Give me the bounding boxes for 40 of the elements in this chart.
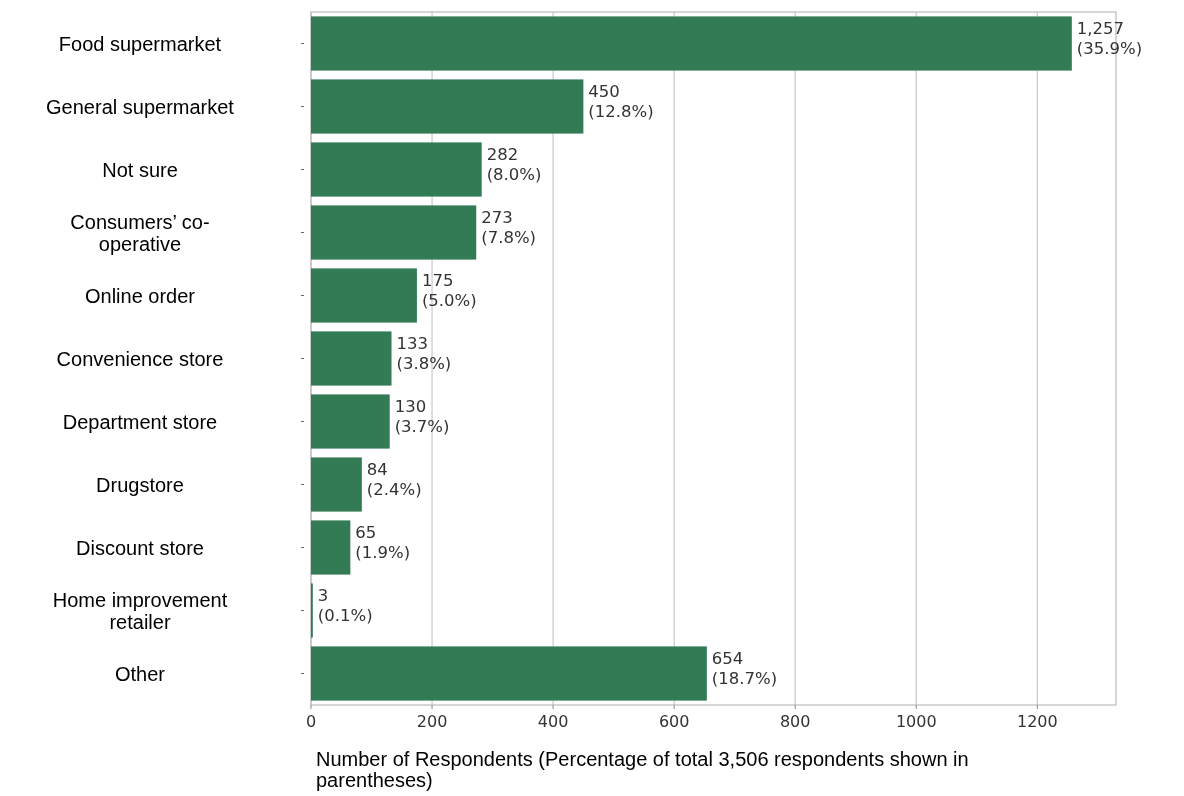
bar (311, 205, 477, 260)
y-tick-label: Consumers’ co-operative (70, 210, 210, 255)
bar (311, 394, 390, 449)
y-tick-label: Other (114, 662, 166, 685)
data-label: 84 (2.4%) (366, 459, 422, 499)
y-tick-label: Drugstore (96, 473, 184, 496)
y-tick-label: Convenience store (56, 347, 224, 370)
data-label: 3 (0.1%) (317, 585, 373, 625)
data-label: 450 (12.8%) (588, 81, 654, 121)
x-tick-label: 800 (779, 712, 811, 731)
data-label: 654 (18.7%) (711, 648, 778, 688)
x-axis-title: Number of Respondents (Percentage of total 3,506 respondents shown in parentheses) (316, 748, 969, 791)
x-tick-label: 600 (658, 712, 690, 731)
y-tick-label: Department store (62, 410, 218, 433)
bar (311, 142, 482, 197)
y-tick-label: Not sure (102, 158, 178, 181)
x-tick-label: 0 (305, 712, 317, 731)
y-tick-label: Discount store (76, 536, 204, 559)
bar (311, 268, 417, 323)
x-tick-label: 1200 (1016, 712, 1058, 731)
y-tick-label: Food supermarket (58, 32, 222, 55)
data-label: 273 (7.8%) (481, 207, 537, 247)
data-label: 65 (1.9%) (355, 522, 411, 562)
y-tick-label: Home improvement retailer (52, 588, 228, 633)
bar (311, 331, 392, 386)
y-tick-label: Online order (84, 284, 196, 307)
y-tick-label: General supermarket (46, 95, 235, 118)
data-label: 133 (3.8%) (396, 333, 452, 373)
bar (311, 646, 707, 701)
data-label: 175 (5.0%) (421, 270, 477, 310)
bar (311, 79, 584, 134)
data-label: 1,257 (35.9%) (1076, 18, 1143, 58)
bar (311, 457, 362, 512)
data-label: 282 (8.0%) (486, 144, 542, 184)
bar (311, 520, 351, 575)
x-tick-label: 200 (416, 712, 448, 731)
x-tick-label: 1000 (895, 712, 937, 731)
x-tick-label: 400 (537, 712, 569, 731)
data-label: 130 (3.7%) (394, 396, 450, 436)
bar (311, 16, 1072, 71)
